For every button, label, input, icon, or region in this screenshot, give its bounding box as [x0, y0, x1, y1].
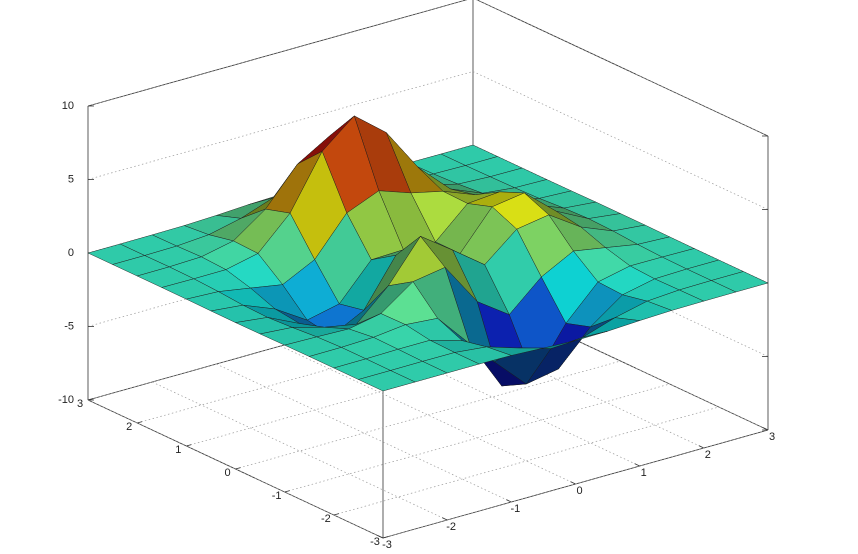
tick-mark	[186, 444, 192, 447]
y-tick-label: 3	[77, 398, 83, 410]
z-tick-label: 10	[62, 100, 74, 112]
y-tick-label: 0	[224, 467, 230, 479]
z-tick-label: 0	[68, 247, 74, 259]
tick-mark	[698, 445, 705, 449]
grid-line	[476, 0, 769, 137]
grid-line	[235, 360, 621, 470]
grid-line	[87, 0, 468, 107]
tick-mark	[762, 427, 769, 431]
tick-mark	[87, 398, 94, 401]
x-tick-label: 3	[769, 431, 775, 443]
tick-mark	[506, 499, 512, 503]
z-tick-label: -5	[64, 320, 74, 332]
tick-mark	[284, 490, 290, 493]
tick-mark	[441, 517, 448, 521]
grid-line	[284, 383, 670, 493]
z-tick-label: 5	[68, 173, 74, 185]
grid-line	[333, 406, 719, 516]
x-tick-label: 2	[705, 449, 711, 461]
x-tick-label: -1	[510, 503, 520, 515]
box-edge	[476, 0, 769, 137]
tick-mark	[382, 536, 389, 539]
grid-line	[87, 71, 474, 180]
x-tick-label: 0	[576, 485, 582, 497]
y-tick-label: 1	[175, 444, 181, 456]
box-edge	[87, 0, 468, 107]
surface-patch	[358, 370, 416, 392]
y-tick-label: -1	[272, 490, 282, 502]
tick-mark	[333, 513, 339, 516]
tick-mark	[235, 467, 241, 470]
tick-mark	[570, 481, 576, 485]
x-tick-label: -3	[382, 539, 392, 551]
tick-mark	[137, 421, 143, 424]
grid-line	[382, 429, 769, 539]
y-tick-label: -2	[321, 513, 331, 525]
tick-mark	[377, 535, 384, 539]
y-tick-label: 2	[126, 421, 132, 433]
z-tick-label: -10	[58, 394, 74, 406]
y-tick-label: -3	[370, 536, 380, 548]
x-tick-label: 1	[641, 467, 647, 479]
x-tick-label: -2	[446, 521, 456, 533]
tick-mark	[634, 463, 640, 467]
